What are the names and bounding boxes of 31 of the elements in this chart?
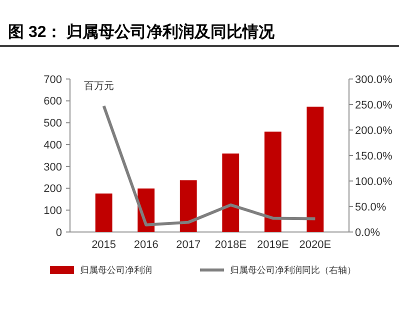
x-tick-label: 2020E [299, 239, 332, 251]
y-tick-label: 600 [44, 96, 62, 108]
bar [95, 194, 112, 232]
bar [264, 132, 282, 232]
y2-tick-label: 0.0% [355, 226, 380, 239]
bar [306, 106, 324, 232]
bar [180, 180, 197, 232]
bar [222, 154, 240, 232]
x-tick-label: 2015 [92, 239, 116, 251]
x-tick-label: 2019E [257, 239, 289, 251]
x-tick-label: 2016 [134, 239, 158, 251]
y2-tick-label: 200.0% [355, 124, 393, 137]
line-series [102, 104, 317, 226]
legend-label: 归属母公司净利润 [80, 265, 152, 276]
x-tick-label: 2017 [176, 239, 201, 251]
y-tick-label: 400 [44, 139, 62, 152]
y-tick-label: 500 [44, 118, 62, 130]
y-tick-label: 300 [44, 161, 62, 174]
y2-tick-label: 100.0% [355, 176, 393, 188]
x-tick-label: 2018E [214, 239, 247, 251]
y2-tick-label: 250.0% [355, 99, 393, 112]
y2-tick-label: 50.0% [355, 201, 386, 214]
y-tick-label: 0 [56, 226, 62, 239]
y-tick-label: 200 [44, 183, 62, 196]
y2-tick-label: 300.0% [355, 74, 393, 86]
chart-title: 图 32： 归属母公司净利润及同比情况 [8, 23, 276, 41]
y-tick-label: 100 [44, 204, 62, 217]
y-tick-label: 700 [44, 74, 62, 86]
y-axis-title: 百万元 [84, 81, 114, 92]
y2-tick-label: 150.0% [355, 150, 393, 162]
legend-label: 归属母公司净利润同比（右轴） [230, 265, 356, 276]
